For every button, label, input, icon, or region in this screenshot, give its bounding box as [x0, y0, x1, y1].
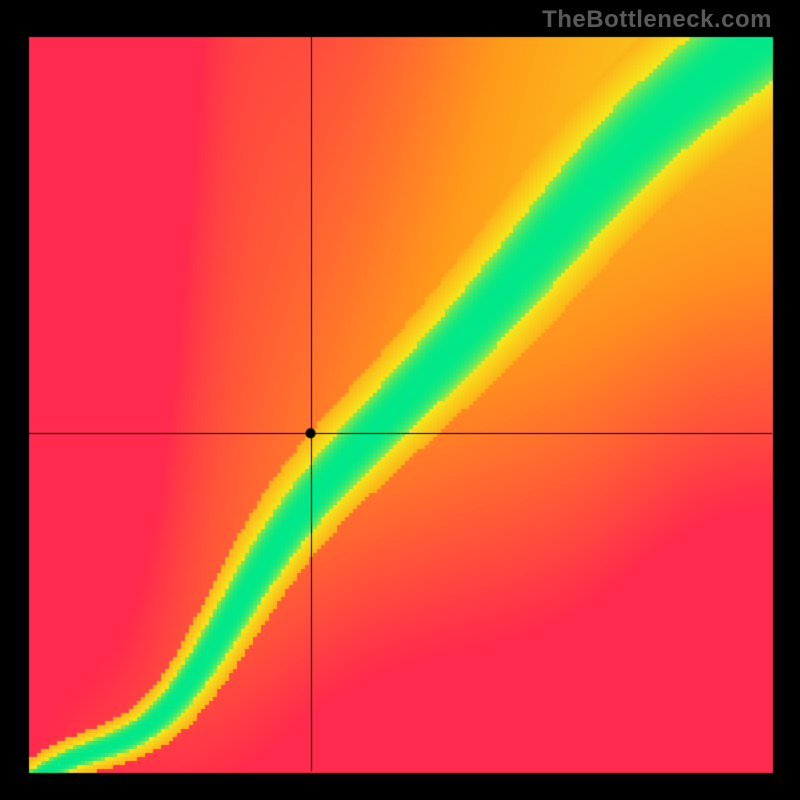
watermark-text: TheBottleneck.com — [542, 6, 772, 34]
bottleneck-heatmap — [0, 0, 800, 800]
chart-container: TheBottleneck.com — [0, 0, 800, 800]
